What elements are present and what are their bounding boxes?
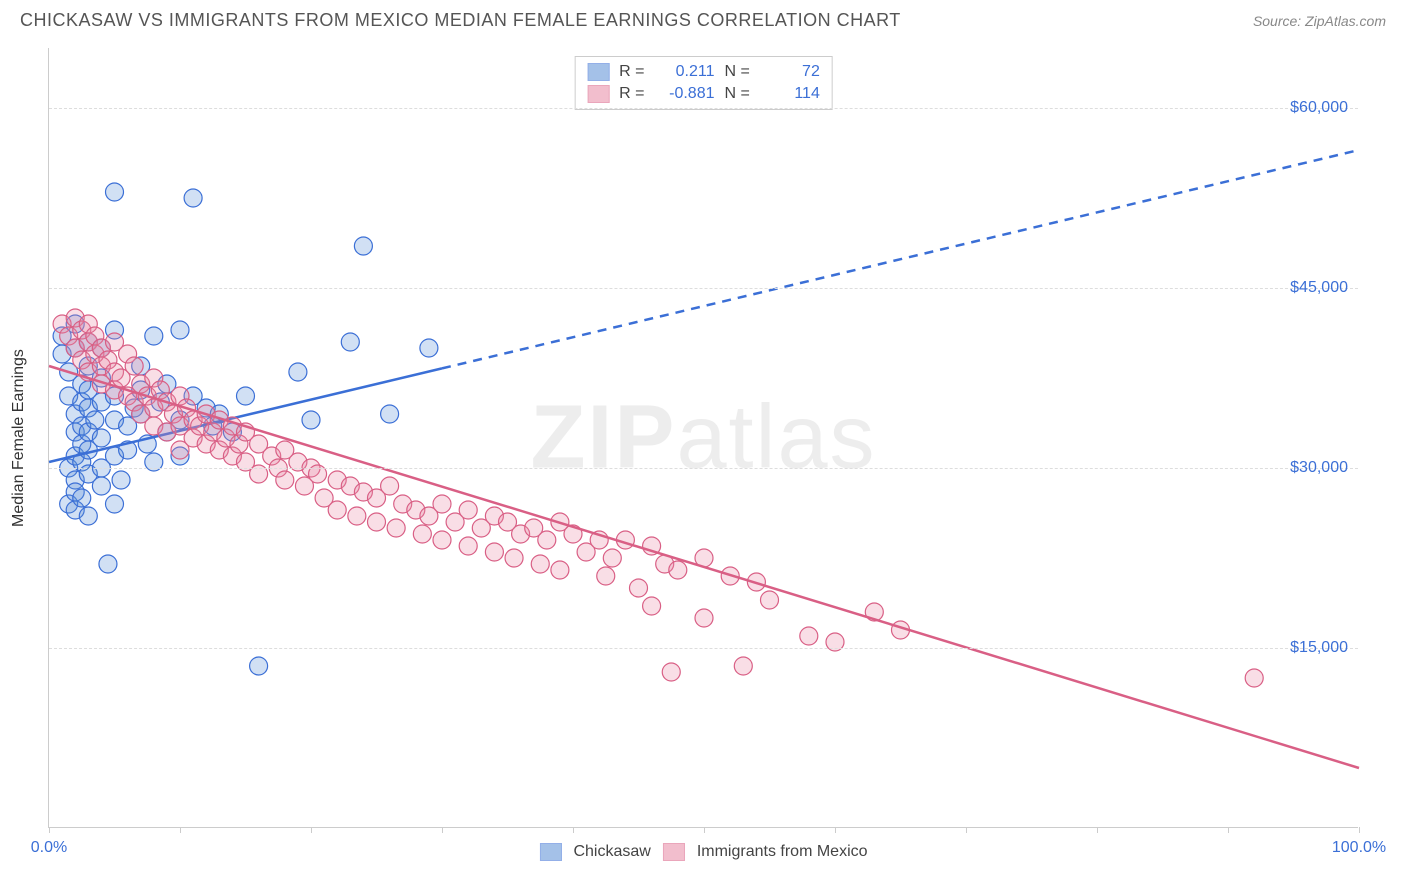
x-tick-mark bbox=[1097, 827, 1098, 833]
data-point bbox=[413, 525, 431, 543]
data-point bbox=[761, 591, 779, 609]
x-tick-mark bbox=[966, 827, 967, 833]
data-point bbox=[531, 555, 549, 573]
swatch-chickasaw bbox=[587, 63, 609, 81]
stats-legend: R = 0.211 N = 72 R = -0.881 N = 114 bbox=[574, 56, 833, 110]
y-tick-label: $15,000 bbox=[1290, 639, 1348, 657]
data-point bbox=[433, 495, 451, 513]
data-point bbox=[459, 501, 477, 519]
data-point bbox=[79, 507, 97, 525]
x-tick-mark bbox=[49, 827, 50, 833]
data-point bbox=[597, 567, 615, 585]
x-tick-label: 100.0% bbox=[1332, 839, 1386, 857]
legend-swatch-immigrants bbox=[663, 843, 685, 861]
data-point bbox=[328, 501, 346, 519]
data-point bbox=[662, 663, 680, 681]
data-point bbox=[302, 411, 320, 429]
data-point bbox=[505, 549, 523, 567]
swatch-immigrants bbox=[587, 85, 609, 103]
data-point bbox=[630, 579, 648, 597]
trend-line bbox=[49, 366, 1359, 768]
legend-swatch-chickasaw bbox=[539, 843, 561, 861]
trend-line-dashed bbox=[442, 150, 1359, 368]
gridline bbox=[49, 468, 1358, 469]
x-tick-mark bbox=[311, 827, 312, 833]
data-point bbox=[368, 513, 386, 531]
y-tick-label: $60,000 bbox=[1290, 99, 1348, 117]
data-point bbox=[800, 627, 818, 645]
data-point bbox=[237, 387, 255, 405]
data-point bbox=[734, 657, 752, 675]
y-tick-label: $45,000 bbox=[1290, 279, 1348, 297]
data-point bbox=[106, 495, 124, 513]
data-point bbox=[387, 519, 405, 537]
legend-label-chickasaw: Chickasaw bbox=[573, 843, 650, 861]
y-tick-label: $30,000 bbox=[1290, 459, 1348, 477]
data-point bbox=[125, 357, 143, 375]
data-point bbox=[73, 489, 91, 507]
data-point bbox=[643, 597, 661, 615]
gridline bbox=[49, 108, 1358, 109]
scatter-plot-svg bbox=[49, 48, 1358, 827]
legend-label-immigrants: Immigrants from Mexico bbox=[697, 843, 868, 861]
data-point bbox=[92, 429, 110, 447]
stats-row-chickasaw: R = 0.211 N = 72 bbox=[587, 61, 820, 83]
x-tick-mark bbox=[704, 827, 705, 833]
data-point bbox=[459, 537, 477, 555]
series-legend: Chickasaw Immigrants from Mexico bbox=[539, 843, 867, 861]
source-attribution: Source: ZipAtlas.com bbox=[1253, 13, 1386, 29]
data-point bbox=[354, 237, 372, 255]
data-point bbox=[86, 411, 104, 429]
data-point bbox=[171, 321, 189, 339]
data-point bbox=[250, 657, 268, 675]
data-point bbox=[276, 471, 294, 489]
correlation-chart: ZIPatlas Median Female Earnings R = 0.21… bbox=[48, 48, 1358, 828]
x-tick-label: 0.0% bbox=[31, 839, 67, 857]
gridline bbox=[49, 648, 1358, 649]
data-point bbox=[348, 507, 366, 525]
x-tick-mark bbox=[573, 827, 574, 833]
data-point bbox=[341, 333, 359, 351]
data-point bbox=[695, 609, 713, 627]
x-tick-mark bbox=[180, 827, 181, 833]
data-point bbox=[603, 549, 621, 567]
data-point bbox=[538, 531, 556, 549]
x-tick-mark bbox=[1359, 827, 1360, 833]
data-point bbox=[106, 183, 124, 201]
data-point bbox=[551, 561, 569, 579]
data-point bbox=[420, 339, 438, 357]
data-point bbox=[99, 555, 117, 573]
x-tick-mark bbox=[1228, 827, 1229, 833]
x-tick-mark bbox=[835, 827, 836, 833]
page-title: CHICKASAW VS IMMIGRANTS FROM MEXICO MEDI… bbox=[20, 10, 901, 31]
data-point bbox=[669, 561, 687, 579]
y-axis-label: Median Female Earnings bbox=[10, 349, 28, 527]
stats-row-immigrants: R = -0.881 N = 114 bbox=[587, 83, 820, 105]
data-point bbox=[381, 477, 399, 495]
data-point bbox=[433, 531, 451, 549]
gridline bbox=[49, 288, 1358, 289]
x-tick-mark bbox=[442, 827, 443, 833]
data-point bbox=[485, 543, 503, 561]
data-point bbox=[184, 189, 202, 207]
data-point bbox=[145, 327, 163, 345]
data-point bbox=[92, 477, 110, 495]
data-point bbox=[1245, 669, 1263, 687]
data-point bbox=[381, 405, 399, 423]
data-point bbox=[112, 471, 130, 489]
data-point bbox=[289, 363, 307, 381]
